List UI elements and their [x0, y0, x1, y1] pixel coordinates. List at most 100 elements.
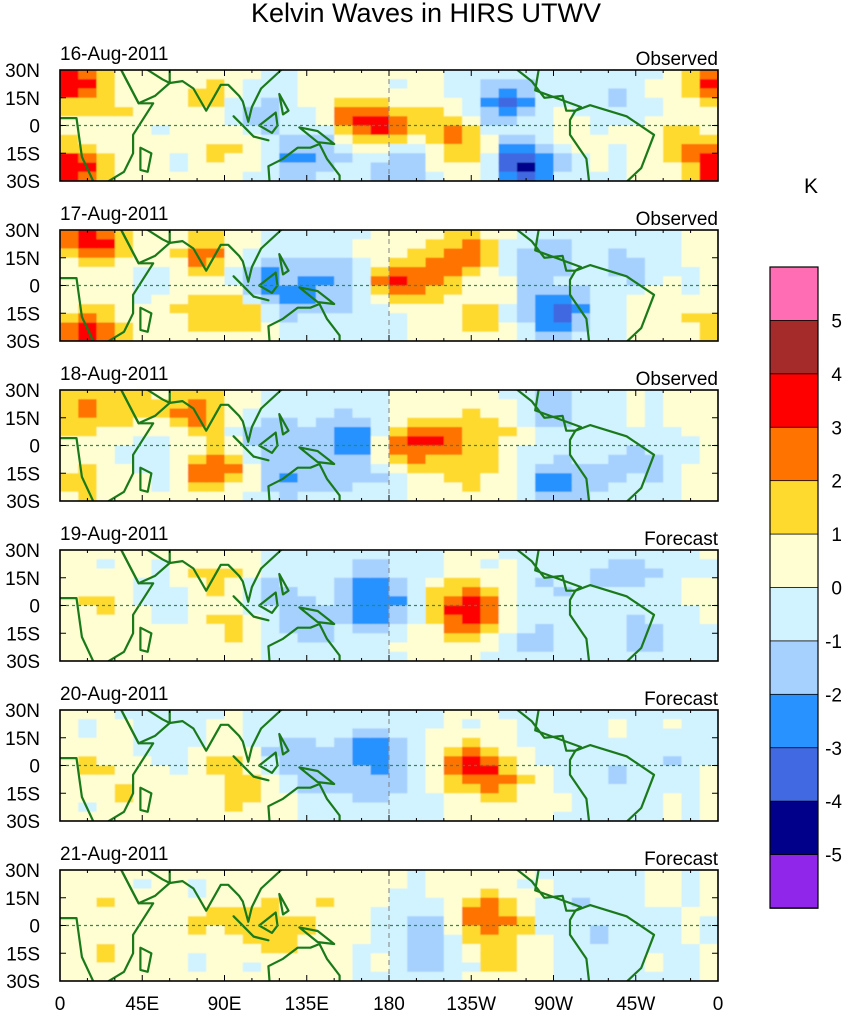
landmass-outline — [298, 446, 336, 466]
latitude-label: 15S — [6, 464, 40, 485]
colorbar-swatch — [769, 800, 819, 856]
colorbar-label: 0 — [831, 579, 842, 600]
landmass-outline — [278, 892, 290, 916]
landmass-outline — [298, 286, 336, 306]
landmass-outline — [120, 390, 171, 425]
landmass-outline — [298, 530, 318, 549]
landmass-outline — [139, 786, 153, 813]
latitude-label: 30N — [5, 381, 40, 402]
colorbar-label: -5 — [825, 846, 842, 867]
longitude-label: 180 — [373, 994, 405, 1015]
landmass-outline — [267, 622, 341, 661]
figure-title: Kelvin Waves in HIRS UTWV — [250, 0, 602, 28]
map-panel: 30N 15N 0 15S 30S 20-Aug-2011 Forecast — [5, 684, 719, 833]
landmass-outline — [568, 104, 656, 181]
landmass-outline — [298, 606, 336, 626]
longitude-label: 90E — [208, 994, 242, 1015]
panel-date: 20-Aug-2011 — [60, 684, 168, 705]
latitude-label: 30S — [6, 652, 40, 673]
landmass-outline — [267, 462, 341, 501]
latitude-label: 15S — [6, 624, 40, 645]
landmass-outline — [515, 550, 583, 592]
latitude-label: 15N — [5, 569, 40, 590]
panel-date: 18-Aug-2011 — [60, 364, 168, 385]
latitude-label: 15S — [6, 784, 40, 805]
latitude-label: 0 — [29, 277, 40, 298]
colorbar-swatch — [769, 693, 819, 749]
colorbar-swatch — [769, 266, 819, 322]
colorbar-label: 4 — [831, 365, 842, 386]
landmass-outline — [139, 306, 153, 333]
coastlines — [60, 870, 656, 981]
colorbar-swatch — [769, 587, 819, 642]
panel-kind: Forecast — [644, 849, 719, 870]
landmass-outline — [515, 70, 583, 112]
panel-kind: Observed — [636, 49, 718, 70]
landmass-outline — [168, 390, 283, 443]
anomaly-field — [60, 550, 718, 661]
map-panel: 30N 15N 0 15S 30S 17-Aug-2011 Observed — [5, 204, 719, 353]
landmass-outline — [60, 550, 155, 661]
landmass-outline — [252, 135, 270, 142]
landmass-outline — [168, 550, 283, 603]
landmass-outline — [568, 264, 656, 341]
landmass-outline — [515, 390, 583, 432]
landmass-outline — [267, 782, 341, 821]
landmass-outline — [568, 583, 656, 661]
colorbar-swatch — [769, 426, 819, 482]
landmass-outline — [119, 70, 171, 105]
landmass-outline — [515, 870, 583, 912]
landmass-outline — [168, 710, 283, 763]
landmass-outline — [139, 946, 153, 973]
colorbar-swatch — [769, 747, 819, 802]
longitude-label: 0 — [713, 994, 724, 1015]
latitude-label: 30S — [6, 492, 40, 513]
latitude-label: 0 — [29, 917, 40, 938]
colorbar-swatch — [769, 640, 819, 696]
landmass-outline — [298, 126, 336, 146]
colorbar-swatch — [769, 320, 819, 375]
landmass-outline — [168, 70, 283, 123]
latitude-label: 30N — [5, 61, 40, 82]
landmass-outline — [568, 424, 656, 501]
latitude-label: 0 — [29, 757, 40, 778]
colorbar-label: -2 — [825, 685, 842, 706]
panel-kind: Forecast — [644, 689, 719, 710]
anomaly-field — [60, 710, 718, 821]
coastlines — [60, 690, 656, 821]
landmass-outline — [120, 710, 171, 745]
landmass-outline — [119, 230, 171, 265]
latitude-label: 30S — [6, 812, 40, 833]
latitude-label: 15N — [5, 889, 40, 910]
landmass-outline — [168, 870, 283, 923]
panel-date: 21-Aug-2011 — [60, 844, 168, 865]
landmass-outline — [252, 615, 270, 622]
colorbar-label: 1 — [831, 525, 842, 546]
colorbar-swatch — [769, 480, 819, 535]
longitude-label: 135E — [285, 994, 329, 1015]
anomaly-field — [60, 390, 718, 501]
landmass-outline — [60, 870, 155, 981]
landmass-outline — [252, 295, 270, 302]
colorbar-label: -3 — [825, 739, 842, 760]
latitude-label: 30S — [6, 332, 40, 353]
panel-kind: Observed — [636, 209, 718, 230]
latitude-label: 30N — [5, 221, 40, 242]
landmass-outline — [298, 926, 336, 946]
landmass-outline — [298, 690, 318, 709]
longitude-label: 45W — [616, 994, 655, 1015]
coastlines — [60, 530, 656, 661]
landmass-outline — [298, 370, 318, 389]
colorbar-label: 2 — [831, 472, 842, 493]
landmass-outline — [568, 743, 656, 821]
panel-date: 19-Aug-2011 — [60, 524, 168, 545]
panel-kind: Forecast — [644, 529, 719, 550]
latitude-label: 15N — [5, 249, 40, 270]
landmass-outline — [60, 230, 155, 341]
landmass-outline — [60, 710, 155, 821]
colorbar-label: -1 — [825, 632, 842, 653]
colorbar-swatch — [769, 533, 819, 589]
landmass-outline — [267, 302, 341, 341]
coastlines — [60, 230, 656, 341]
latitude-label: 30S — [6, 172, 40, 193]
